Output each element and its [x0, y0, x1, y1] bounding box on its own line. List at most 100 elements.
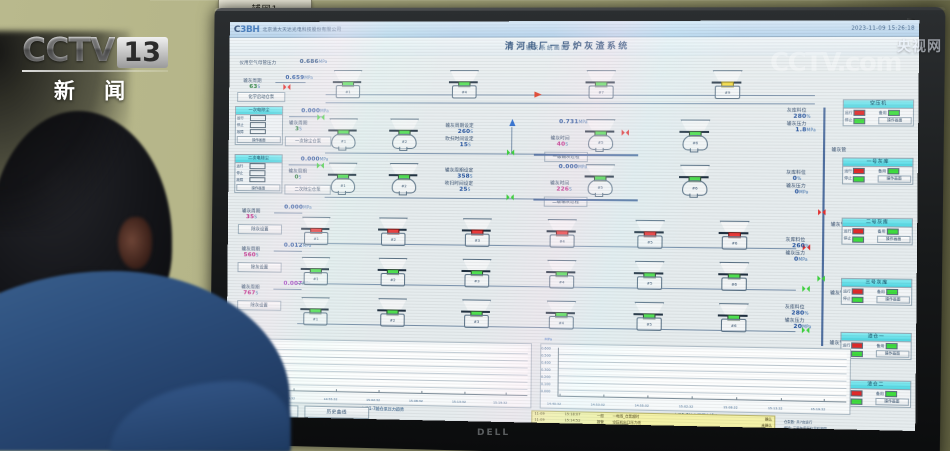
ash-vessel: #9	[714, 85, 741, 100]
panel-action-button[interactable]: 操作画面	[875, 350, 910, 359]
right-reading-value-2b: 0MPa	[793, 256, 808, 263]
status-panel-ash-silo-1[interactable]: 一号灰库 运行 备用 停止 操作画面	[841, 157, 914, 186]
status-led-standby	[887, 168, 900, 175]
ash-vessel: #3	[464, 314, 489, 329]
monitor-brand-logo: DELL	[477, 428, 511, 438]
left-row-pressure-0: 0.659MPa	[285, 75, 314, 82]
foreground-shadow	[0, 31, 130, 231]
vessel-outlet	[338, 146, 347, 151]
vessel-outlet	[398, 191, 407, 196]
status-led-stop	[850, 398, 863, 405]
chart-1-xtick-3: 15:02:32	[678, 404, 694, 409]
status-led-stop	[852, 236, 865, 243]
status-panel-ash-silo-3[interactable]: 三号灰库 运行 备用 停止 操作画面	[840, 277, 913, 307]
watermark: 央视网	[897, 36, 942, 56]
status-led-stop	[852, 175, 865, 183]
ash-vessel: #1	[303, 231, 329, 246]
ash-vessel: #4	[549, 275, 575, 289]
status-panel-air-compressor[interactable]: 空压机 运行 备用 停止 操作画面	[842, 99, 915, 127]
wall-seam	[150, 0, 950, 1]
chart-0-xtick-3: 15:02:32	[366, 397, 380, 403]
status-led-run	[853, 109, 866, 117]
person-silhouette	[0, 31, 290, 451]
ash-vessel: #6	[720, 318, 747, 333]
right-reading-value-0b: 1.8MPa	[795, 127, 816, 134]
scada-screen: C3BH 北京清大天达光电科技股份有限公司 2023-11-09 15:26:1…	[226, 20, 920, 432]
ash-vessel: #3	[464, 233, 490, 247]
right-reading-value-2a: 260%	[791, 243, 810, 250]
group1-cycle-value: 358S	[457, 173, 473, 180]
status-led-run	[851, 342, 864, 350]
status-led-stop	[851, 350, 864, 357]
vessel-outlet	[689, 148, 699, 153]
ash-vessel: #2	[380, 272, 406, 287]
status-led-stop	[851, 296, 864, 303]
ash-vessel: #1	[335, 85, 361, 99]
left-row-pressure-3: 0.000MPa	[284, 204, 312, 211]
right-reading-value-3a: 280%	[791, 310, 809, 317]
panel-action-button[interactable]: 操作画面	[876, 235, 911, 244]
ash-vessel: #5	[636, 317, 662, 332]
status-panel-ash-silo-2[interactable]: 二号灰库 运行 备用 停止 操作画面	[841, 217, 913, 246]
right-reading-value-0a: 280%	[793, 113, 811, 120]
vessel-outlet	[337, 190, 346, 195]
panel-action-button[interactable]: 操作画面	[874, 398, 909, 407]
group0-pressure: 0.731MPa	[559, 119, 588, 126]
channel-logo: CCTV 13 新 闻	[22, 30, 169, 105]
vessel-outlet	[595, 147, 604, 152]
group0-cycle-value: 260S	[457, 128, 474, 136]
trend-chart-1[interactable]: 0.600 0.500 0.400 0.300 0.200 0.100 0.00…	[539, 343, 852, 418]
left-row-button-1[interactable]: 一次除尘仓泵	[284, 136, 332, 147]
side-note-0: 仓泵数: 共7台运行	[783, 419, 813, 425]
vessel-outlet	[689, 193, 698, 198]
right-reading-value-1a: 0%	[792, 175, 802, 183]
ash-vessel: #1	[303, 312, 328, 326]
page-subtitle: 输灰系统画面	[525, 45, 569, 52]
status-led-run	[852, 228, 865, 235]
group1-out-value: 226S	[556, 186, 573, 193]
chart-0-xtick-6: 15:19:32	[493, 400, 508, 405]
logo-divider	[22, 70, 169, 72]
chart-1-ytick-3: 0.300	[541, 367, 551, 373]
ash-vessel: #5	[637, 235, 663, 249]
status-led-standby	[886, 228, 899, 236]
status-led-standby	[884, 390, 897, 398]
status-led-run	[853, 167, 865, 175]
chart-1-xtick-5: 15:13:32	[767, 406, 783, 411]
status-led-standby	[885, 288, 898, 296]
mimic-canvas: 仪用空气母管压力 0.686MPa 输灰周期 63S 0.659MPa 化学启动…	[226, 55, 919, 432]
panel-action-button[interactable]: 操作画面	[877, 175, 912, 184]
left-row-pressure-1: 0.000MPa	[301, 108, 329, 115]
left-row-button-2[interactable]: 二次除尘仓泵	[284, 184, 331, 195]
chart-1-ytick-2: 0.400	[541, 360, 551, 365]
ash-vessel: #2	[380, 313, 405, 327]
right-reading-value-1b: 0MPa	[794, 189, 809, 196]
watermark-cn: 央视网	[897, 39, 942, 55]
panel-action-button[interactable]: 操作画面	[877, 117, 912, 125]
channel-name-cn: 新 闻	[53, 79, 137, 103]
group0-delay-value: 15S	[459, 142, 471, 149]
ash-vessel: #6	[721, 277, 747, 292]
chart-1-xtick-4: 15:08:32	[723, 405, 738, 410]
ash-vessel: #5	[636, 276, 663, 290]
chart-1-unit-tag: MPa	[544, 337, 553, 342]
panel-action-button[interactable]: 操作画面	[875, 296, 911, 304]
watermark-cctv-com: CCTV.com	[770, 48, 902, 78]
chart-plot-area	[557, 347, 847, 403]
flow-arrow-icon	[534, 91, 542, 98]
vessel-outlet	[399, 146, 408, 151]
group1-pressure: 0.000MPa	[558, 164, 588, 171]
channel-number: 13	[116, 37, 169, 68]
right-reading-value-3b: 20MPa	[793, 323, 812, 331]
status-led-standby	[887, 109, 900, 117]
ash-vessel: #3	[464, 274, 490, 288]
status-led-standby	[885, 342, 898, 350]
left-row-value-1: 3S	[295, 126, 302, 133]
ash-vessel: #6	[721, 236, 748, 250]
status-led-run	[850, 390, 863, 397]
air-pressure-value: 0.686MPa	[299, 58, 328, 65]
app-brand-subtitle: 北京清大天达光电科技股份有限公司	[262, 27, 342, 33]
cctv-wordmark: CCTV	[22, 30, 115, 69]
ash-vessel: #4	[451, 85, 477, 99]
